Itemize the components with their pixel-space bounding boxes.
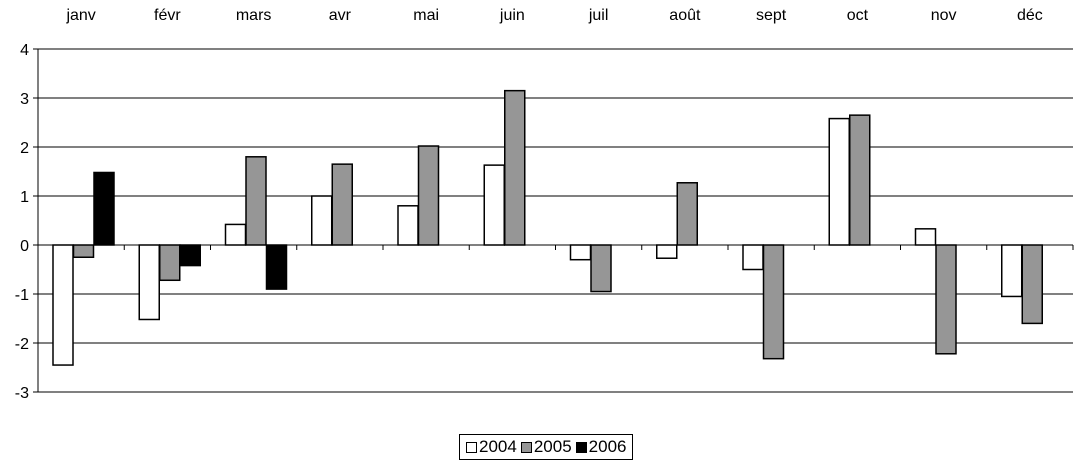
bar-2004-janv [52, 244, 74, 366]
bar-2005-nov [935, 244, 957, 355]
chart: -3 -2 -1 0 1 2 3 4 janv févr mars avr mai juin juil ao… [15, 7, 1074, 402]
bar-2004-mars [224, 223, 247, 246]
x-tick-label: févr [154, 7, 181, 24]
axes [33, 48, 1074, 393]
y-tick-label: 0 [20, 238, 29, 255]
y-tick-labels: -3 -2 -1 0 1 2 3 4 [15, 42, 29, 402]
bar-2006-mars [265, 244, 288, 290]
y-tick-label: 2 [20, 140, 29, 157]
y-tick-label: -2 [15, 336, 29, 353]
bar-2004-mai [397, 205, 419, 246]
bars [52, 89, 1043, 366]
bar-2004-févr [138, 244, 160, 321]
gridlines [38, 48, 1073, 393]
legend: 2004 2005 2006 [459, 434, 634, 460]
legend-label: 2004 [479, 437, 517, 456]
bar-2005-févr [159, 244, 181, 282]
bar-2004-nov [914, 228, 937, 246]
legend-swatch [575, 441, 587, 453]
legend-entry: 2005 [520, 437, 572, 457]
bar-2005-avr [331, 163, 353, 246]
bar-2004-oct [828, 117, 850, 246]
x-tick-label: oct [847, 7, 869, 24]
legend-swatch [466, 441, 477, 453]
bar-2004-sept [742, 244, 764, 271]
legend-swatch [520, 441, 532, 453]
legend-label: 2005 [533, 437, 572, 456]
bar-2005-mars [245, 156, 267, 246]
x-tick-label: nov [931, 7, 957, 24]
x-tick-label: mars [236, 7, 272, 24]
bar-2005-oct [849, 114, 871, 246]
bar-2004-avr [311, 195, 333, 246]
bar-2005-mai [417, 145, 440, 246]
legend-label: 2006 [588, 437, 627, 456]
bar-2004-juil [569, 244, 592, 261]
legend-entry: 2006 [575, 437, 627, 457]
y-tick-label: -1 [15, 287, 29, 304]
bar-2004-août [656, 244, 678, 259]
bar-2004-déc [1001, 244, 1023, 298]
y-tick-label: 4 [20, 42, 29, 59]
x-tick-label: juil [588, 7, 609, 24]
x-tick-label: sept [756, 7, 787, 24]
x-tick-label: déc [1017, 7, 1043, 24]
y-tick-label: -3 [15, 385, 29, 402]
x-tick-label: juin [499, 7, 525, 24]
y-tick-label: 1 [20, 189, 29, 206]
x-tick-label: avr [329, 7, 352, 24]
bar-2006-janv [93, 171, 115, 246]
bar-2004-juin [483, 164, 505, 246]
bar-2006-févr [179, 244, 201, 267]
x-tick-labels: janv févr mars avr mai juin juil août sept oct nov… [65, 7, 1042, 24]
bar-2005-août [676, 182, 698, 246]
y-tick-label: 3 [20, 91, 29, 108]
x-tick-label: mai [413, 7, 439, 24]
legend-entry: 2004 [466, 437, 517, 457]
x-tick-label: janv [65, 7, 95, 24]
bar-2005-janv [72, 244, 95, 258]
bar-2005-sept [762, 244, 785, 360]
bar-2005-déc [1021, 244, 1043, 325]
bar-2005-juil [590, 244, 612, 293]
x-tick-label: août [669, 7, 701, 24]
bar-2005-juin [504, 89, 526, 246]
